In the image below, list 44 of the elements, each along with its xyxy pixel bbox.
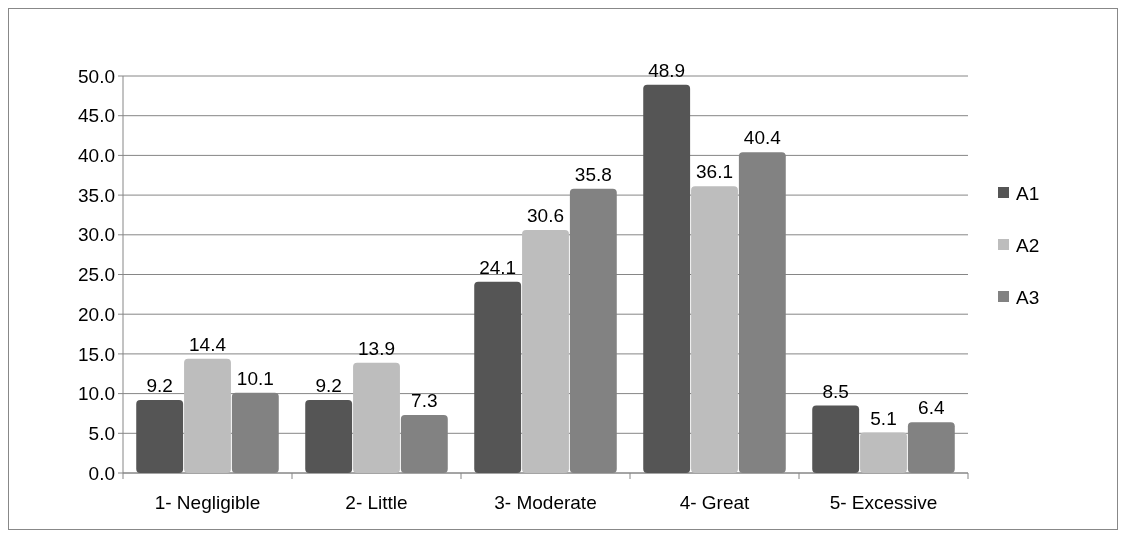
x-tick-label: 5- Excessive xyxy=(829,492,938,513)
data-label: 13.9 xyxy=(358,337,395,359)
bar xyxy=(812,405,860,473)
x-tick-label: 2- Little xyxy=(345,492,408,513)
bar xyxy=(353,362,400,473)
data-label: 36.1 xyxy=(696,161,733,183)
data-label: 9.2 xyxy=(146,374,173,396)
x-tick-label: 4- Great xyxy=(679,492,751,513)
data-label: 7.3 xyxy=(411,390,438,412)
bar xyxy=(474,281,522,473)
data-label: 8.5 xyxy=(822,380,849,402)
bar xyxy=(860,432,907,473)
data-label: 24.1 xyxy=(479,256,517,278)
data-label: 9.2 xyxy=(315,374,342,396)
data-label: 40.4 xyxy=(743,127,782,149)
y-tick-label: 45.0 xyxy=(78,105,115,127)
x-tick-label: 1- Negligible xyxy=(154,492,261,513)
legend-label: A3 xyxy=(1016,286,1040,308)
bar xyxy=(305,399,353,473)
y-tick-label: 0.0 xyxy=(88,462,115,484)
y-tick-label: 25.0 xyxy=(78,264,115,286)
data-label: 35.8 xyxy=(574,163,612,185)
legend-label: A1 xyxy=(1016,182,1040,204)
data-label: 30.6 xyxy=(527,205,564,227)
y-tick-label: 35.0 xyxy=(78,184,115,206)
bar xyxy=(136,399,184,473)
y-tick-label: 15.0 xyxy=(78,343,115,365)
y-tick-label: 40.0 xyxy=(78,145,115,167)
data-label: 48.9 xyxy=(648,59,686,81)
y-tick-label: 10.0 xyxy=(78,383,115,405)
y-tick-label: 20.0 xyxy=(78,303,115,325)
data-label: 5.1 xyxy=(870,407,897,429)
bar xyxy=(184,358,231,473)
legend-label: A2 xyxy=(1016,234,1040,256)
bar xyxy=(691,186,738,473)
y-tick-label: 50.0 xyxy=(78,65,115,87)
data-label: 6.4 xyxy=(918,397,945,419)
bar xyxy=(522,230,569,473)
data-label: 10.1 xyxy=(236,367,274,389)
y-tick-label: 5.0 xyxy=(88,422,115,444)
bar xyxy=(643,84,691,473)
y-tick-label: 30.0 xyxy=(78,224,115,246)
x-tick-label: 3- Moderate xyxy=(494,492,597,513)
data-label: 14.4 xyxy=(189,333,227,355)
